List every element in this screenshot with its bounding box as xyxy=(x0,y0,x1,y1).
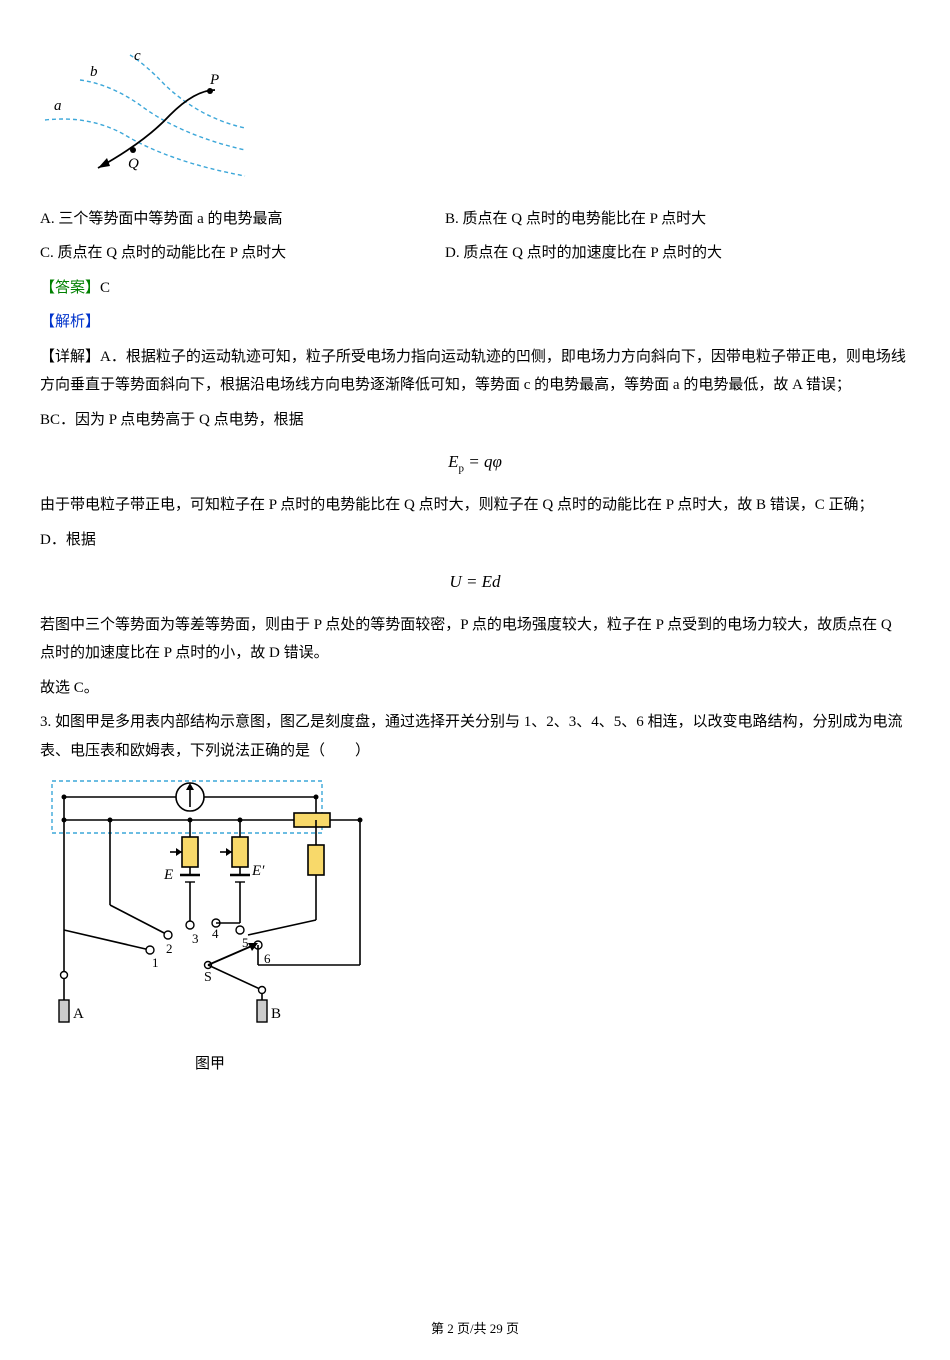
options-row-2: C. 质点在 Q 点时的动能比在 P 点时大 D. 质点在 Q 点时的加速度比在… xyxy=(40,239,910,268)
question-3: 3. 如图甲是多用表内部结构示意图，图乙是刻度盘，通过选择开关分别与 1、2、3… xyxy=(40,708,910,765)
label-4: 4 xyxy=(212,926,219,941)
label-a-term: A xyxy=(73,1006,84,1022)
equation-ep: Ep = qφ xyxy=(40,446,910,479)
label-q: Q xyxy=(128,156,139,172)
circuit-svg: E E′ 1 xyxy=(40,775,380,1035)
label-c: c xyxy=(134,50,141,64)
detail-a: 【详解】A．根据粒子的运动轨迹可知，粒子所受电场力指向运动轨迹的凹侧，即电场力方… xyxy=(40,343,910,400)
label-a: a xyxy=(54,98,62,114)
option-a: A. 三个等势面中等势面 a 的电势最高 xyxy=(40,205,445,234)
answer-line: 【答案】C xyxy=(40,274,910,303)
circuit-caption: 图甲 xyxy=(40,1050,380,1079)
detail-final: 故选 C。 xyxy=(40,674,910,703)
equation-ued: U = Ed xyxy=(40,566,910,598)
equipotential-svg: a b c P Q xyxy=(40,50,250,180)
answer-value: C xyxy=(100,280,110,296)
page-number: 第 2 页/共 29 页 xyxy=(0,1317,950,1342)
label-s: S xyxy=(204,970,212,985)
detail-a-text: A．根据粒子的运动轨迹可知，粒子所受电场力指向运动轨迹的凹侧，即电场力方向斜向下… xyxy=(40,349,906,394)
label-b-term: B xyxy=(271,1006,281,1022)
option-d: D. 质点在 Q 点时的加速度比在 P 点时的大 xyxy=(445,239,910,268)
label-p: P xyxy=(209,72,219,88)
option-b: B. 质点在 Q 点时的电势能比在 P 点时大 xyxy=(445,205,910,234)
label-b: b xyxy=(90,64,98,80)
label-1: 1 xyxy=(152,955,159,970)
option-c: C. 质点在 Q 点时的动能比在 P 点时大 xyxy=(40,239,445,268)
label-3: 3 xyxy=(192,931,199,946)
detail-lead: 【详解】 xyxy=(40,349,100,365)
analysis-label: 【解析】 xyxy=(40,308,910,337)
equipotential-diagram: a b c P Q xyxy=(40,50,910,191)
detail-d1: D．根据 xyxy=(40,526,910,555)
detail-bc2: 由于带电粒子带正电，可知粒子在 P 点时的电势能比在 Q 点时大，则粒子在 Q … xyxy=(40,491,910,520)
detail-d2: 若图中三个等势面为等差等势面，则由于 P 点处的等势面较密，P 点的电场强度较大… xyxy=(40,611,910,668)
label-e: E xyxy=(163,867,173,883)
label-6: 6 xyxy=(264,951,271,966)
label-eprime: E′ xyxy=(251,863,265,879)
detail-bc1: BC．因为 P 点电势高于 Q 点电势，根据 xyxy=(40,406,910,435)
options-row-1: A. 三个等势面中等势面 a 的电势最高 B. 质点在 Q 点时的电势能比在 P… xyxy=(40,205,910,234)
answer-label: 【答案】 xyxy=(40,280,100,296)
label-2: 2 xyxy=(166,941,173,956)
circuit-diagram: E E′ 1 xyxy=(40,775,910,1078)
